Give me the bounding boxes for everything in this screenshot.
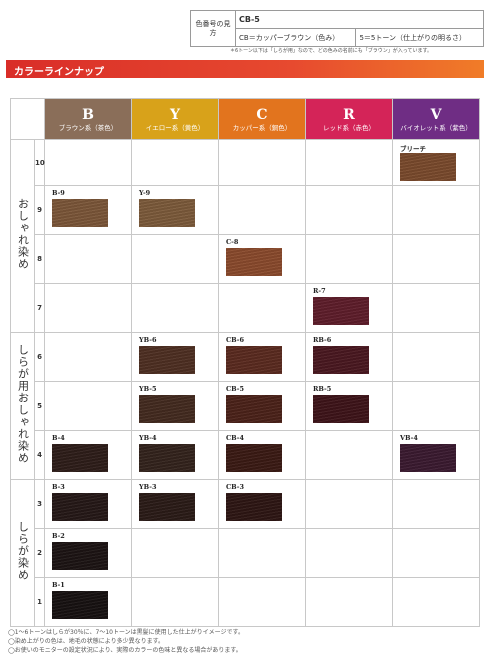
swatch-color <box>52 199 108 227</box>
swatch-cb4[interactable]: CB-4 <box>218 430 306 480</box>
swatch-color <box>400 444 456 472</box>
swatch-r7[interactable]: R-7 <box>305 283 393 333</box>
swatch-cb6[interactable]: CB-6 <box>218 332 306 382</box>
swatch-color <box>52 444 108 472</box>
level-9: 9 <box>34 185 45 235</box>
level-5: 5 <box>34 381 45 431</box>
swatch-vb4[interactable]: VB-4 <box>392 430 480 480</box>
swatch-y9[interactable]: Y-9 <box>131 185 219 235</box>
swatch-yb3[interactable]: YB-3 <box>131 479 219 529</box>
column-header-b: B ブラウン系（茶色） <box>44 98 132 140</box>
level-2: 2 <box>34 528 45 578</box>
legend-code: CB-5 <box>235 10 484 29</box>
column-header-v: V バイオレット系（紫色） <box>392 98 480 140</box>
swatch-color <box>226 444 282 472</box>
swatch-color <box>52 591 108 619</box>
color-code-legend: 色番号の見方 CB-5 CB＝カッパーブラウン（色み） 5＝5トーン（仕上がりの… <box>190 10 484 47</box>
swatch-b2[interactable]: B-2 <box>44 528 132 578</box>
level-10: 10 <box>34 139 45 186</box>
level-6: 6 <box>34 332 45 382</box>
swatch-color <box>139 444 195 472</box>
level-8: 8 <box>34 234 45 284</box>
footnote: ◯1〜6トーンはしらが30％に、7〜10トーンは黒髪に使用した仕上がりイメージで… <box>8 629 244 636</box>
column-header-y: Y イエロー系（黄色） <box>131 98 219 140</box>
legend-color-desc: CB＝カッパーブラウン（色み） <box>234 28 357 47</box>
swatch-rb6[interactable]: RB-6 <box>305 332 393 382</box>
swatch-c8[interactable]: C-8 <box>218 234 306 284</box>
swatch-color <box>139 395 195 423</box>
group-gray: しらが染め <box>10 479 35 627</box>
legend-label: 色番号の見方 <box>190 10 236 47</box>
swatch-color <box>139 346 195 374</box>
footnote: ◯お使いのモニターの設定状況により、実際のカラーの色味と異なる場合があります。 <box>8 647 242 654</box>
swatch-b4[interactable]: B-4 <box>44 430 132 480</box>
level-1: 1 <box>34 577 45 627</box>
swatch-bleach[interactable]: ブリーチ <box>392 139 480 186</box>
level-3: 3 <box>34 479 45 529</box>
footnote: ◯染め上がりの色は、地毛の状態により多少異なります。 <box>8 638 164 645</box>
section-banner: カラーラインナップ <box>6 60 484 78</box>
swatch-cb3[interactable]: CB-3 <box>218 479 306 529</box>
swatch-color <box>52 542 108 570</box>
column-header-r: R レッド系（赤色） <box>305 98 393 140</box>
level-7: 7 <box>34 283 45 333</box>
swatch-b9[interactable]: B-9 <box>44 185 132 235</box>
color-lineup-table: B ブラウン系（茶色） Y イエロー系（黄色） C カッパー系（銅色） R レッド系（赤… <box>10 98 480 627</box>
swatch-color <box>226 493 282 521</box>
legend-note: ＊6トーン以下は「しらが用」なので、どの色みの名前にも「ブラウン」が入っています… <box>230 48 432 54</box>
group-fashion: おしゃれ染め <box>10 139 35 333</box>
level-4: 4 <box>34 430 45 480</box>
swatch-color <box>139 493 195 521</box>
header-corner <box>10 98 45 140</box>
banner-title: カラーラインナップ <box>14 67 104 78</box>
swatch-color <box>313 297 369 325</box>
swatch-b3[interactable]: B-3 <box>44 479 132 529</box>
swatch-b1[interactable]: B-1 <box>44 577 132 627</box>
swatch-color <box>313 346 369 374</box>
footnotes: ◯1〜6トーンはしらが30％に、7〜10トーンは黒髪に使用した仕上がりイメージで… <box>8 628 244 655</box>
swatch-yb5[interactable]: YB-5 <box>131 381 219 431</box>
header-row: B ブラウン系（茶色） Y イエロー系（黄色） C カッパー系（銅色） R レッド系（赤… <box>10 98 480 140</box>
swatch-color <box>139 199 195 227</box>
group-gray-fashion: しらが用おしゃれ染め <box>10 332 35 480</box>
swatch-yb6[interactable]: YB-6 <box>131 332 219 382</box>
swatch-rb5[interactable]: RB-5 <box>305 381 393 431</box>
legend-tone-desc: 5＝5トーン（仕上がりの明るさ） <box>355 28 484 47</box>
swatch-color <box>226 395 282 423</box>
swatch-color <box>313 395 369 423</box>
swatch-cb5[interactable]: CB-5 <box>218 381 306 431</box>
swatch-color <box>226 248 282 276</box>
column-header-c: C カッパー系（銅色） <box>218 98 306 140</box>
swatch-color <box>226 346 282 374</box>
swatch-color <box>52 493 108 521</box>
swatch-yb4[interactable]: YB-4 <box>131 430 219 480</box>
swatch-color <box>400 153 456 181</box>
